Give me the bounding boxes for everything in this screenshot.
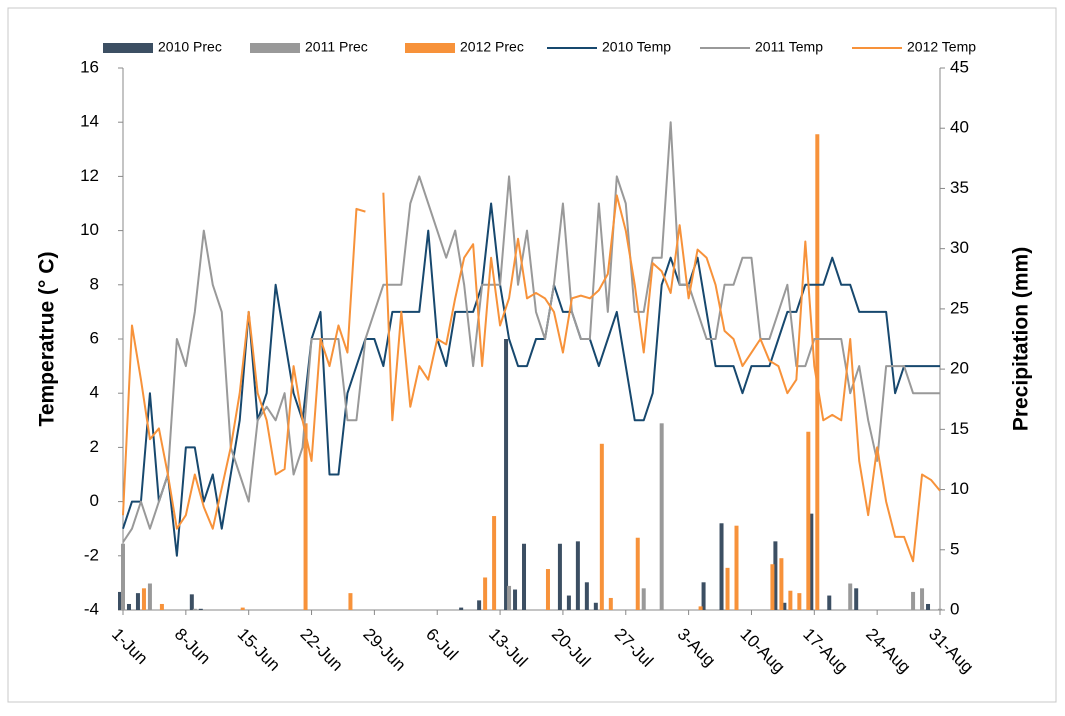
bar — [557, 543, 562, 610]
y2-tick-label: 5 — [950, 539, 959, 558]
bar — [809, 513, 814, 610]
bar — [788, 590, 793, 610]
bar — [827, 595, 832, 610]
bar — [773, 541, 778, 610]
y2-axis-title: Precipitation (mm) — [1010, 247, 1033, 431]
bar — [641, 588, 646, 610]
y2-tick-label: 45 — [950, 57, 969, 76]
bar — [635, 537, 640, 610]
legend-swatch — [405, 43, 455, 53]
y-axis-title: Temperatrue (° C) — [36, 252, 59, 427]
y-tick-label: -2 — [84, 545, 99, 564]
bar — [938, 608, 942, 610]
y-tick-label: 8 — [90, 274, 99, 293]
chart-frame — [7, 7, 1057, 703]
bar — [734, 525, 739, 610]
y2-tick-label: 25 — [950, 298, 969, 317]
y2-tick-label: 15 — [950, 419, 969, 438]
bar — [189, 594, 194, 610]
bar — [522, 543, 527, 610]
legend-label: 2010 Temp — [602, 39, 671, 55]
bar — [911, 591, 916, 610]
bar — [797, 593, 802, 610]
line — [122, 121, 940, 543]
bar — [477, 600, 482, 610]
legend-label: 2011 Temp — [755, 39, 823, 55]
y2-tick-label: 30 — [950, 238, 969, 257]
y-tick-label: 12 — [80, 166, 99, 185]
legend-swatch — [250, 43, 300, 53]
bar — [545, 569, 550, 610]
bar — [147, 583, 152, 610]
y2-tick-label: 20 — [950, 359, 969, 378]
bar — [599, 443, 604, 610]
bar — [815, 134, 820, 610]
bar — [507, 585, 512, 610]
bar — [779, 558, 784, 610]
y2-tick-label: 0 — [950, 599, 959, 618]
bar — [192, 608, 197, 610]
y-tick-label: 4 — [90, 383, 99, 402]
bar — [608, 597, 613, 610]
line — [122, 202, 940, 557]
legend-label: 2012 Prec — [460, 39, 524, 55]
bar — [782, 602, 787, 610]
y-tick-label: 6 — [90, 328, 99, 347]
y-tick-label: 14 — [80, 112, 99, 131]
y2-tick-label: 10 — [950, 479, 969, 498]
bar — [920, 588, 925, 610]
legend-label: 2012 Temp — [907, 39, 976, 55]
bar — [118, 591, 122, 610]
bar — [504, 339, 509, 610]
bar — [240, 607, 245, 610]
bar — [848, 583, 853, 610]
bar — [698, 606, 703, 610]
bar — [701, 582, 706, 610]
bar — [770, 564, 775, 610]
bar — [159, 603, 164, 610]
y-tick-label: 0 — [90, 491, 99, 510]
bar — [459, 607, 464, 610]
bar — [584, 582, 589, 610]
bar — [566, 595, 571, 610]
legend-label: 2011 Prec — [305, 39, 368, 55]
line — [122, 192, 941, 563]
bar — [492, 516, 497, 610]
bar — [135, 593, 140, 610]
y2-tick-label: 40 — [950, 118, 969, 137]
y2-tick-label: 35 — [950, 178, 969, 197]
y-tick-label: 10 — [80, 220, 99, 239]
bar — [198, 608, 203, 610]
y-tick-label: -4 — [84, 599, 99, 618]
bar — [854, 588, 859, 610]
bar — [483, 577, 488, 610]
bar — [725, 567, 730, 610]
y-tick-label: 2 — [90, 437, 99, 456]
legend-label: 2010 Prec — [158, 39, 222, 55]
bar — [126, 603, 131, 610]
bar — [719, 523, 724, 610]
bar — [121, 543, 125, 610]
bar — [141, 588, 146, 610]
bar — [513, 589, 518, 610]
bar — [303, 423, 308, 610]
legend-swatch — [103, 43, 153, 53]
bar — [348, 593, 353, 610]
bar — [659, 423, 664, 610]
bar — [806, 431, 811, 610]
bar — [926, 603, 931, 610]
bar — [575, 541, 580, 610]
bar — [593, 602, 598, 610]
y-tick-label: 16 — [80, 57, 99, 76]
